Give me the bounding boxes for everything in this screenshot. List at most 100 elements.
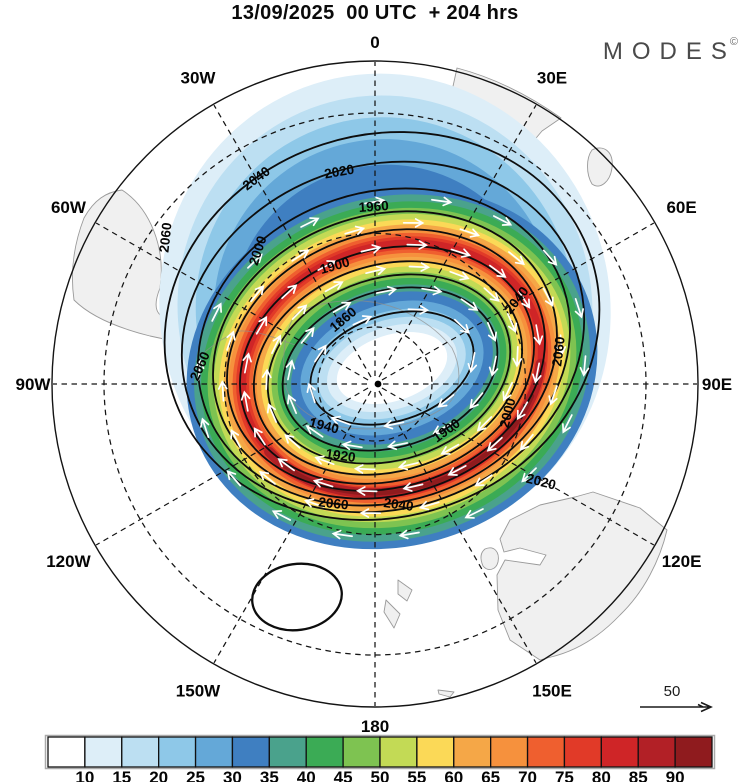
- wind-arrow: [211, 302, 222, 322]
- wind-arrow: [402, 482, 424, 492]
- shade-band: [336, 332, 448, 404]
- wind-arrow: [502, 381, 513, 402]
- wind-arrow: [314, 455, 335, 466]
- contour-label-2040: 2040: [383, 495, 415, 514]
- contour-label-2020: 2020: [525, 471, 558, 493]
- contour-closed-low: [251, 562, 343, 632]
- wind-arrow: [300, 326, 315, 344]
- colorbar: [47, 736, 713, 768]
- wind-arrow: [291, 249, 310, 262]
- wind-arrow: [331, 529, 353, 540]
- wind-arrow: [355, 486, 378, 496]
- height-contours: [163, 131, 601, 632]
- wind-arrows: [194, 196, 590, 540]
- wind-arrow: [375, 285, 398, 296]
- wind-arrow: [518, 290, 531, 309]
- map-boundary-circle: [51, 60, 699, 708]
- contour-label-2060: 2060: [318, 494, 349, 512]
- wind-arrow: [519, 433, 534, 451]
- colorbar-tick-65: 65: [481, 768, 500, 782]
- colorbar-tick-40: 40: [297, 768, 316, 782]
- wind-arrow: [352, 315, 373, 326]
- meridian-label-30E: 30E: [537, 68, 567, 87]
- wind-arrow: [300, 217, 320, 228]
- wind-arrow: [247, 253, 263, 269]
- colorbar-cell: [342, 736, 381, 768]
- wind-arrow: [450, 248, 472, 258]
- colorbar-cell: [600, 736, 639, 768]
- page-title: 13/09/2025 00 UTC + 204 hrs: [231, 2, 519, 24]
- wind-arrow: [291, 304, 308, 320]
- wind-arrow: [306, 382, 316, 404]
- wind-arrow: [330, 415, 351, 426]
- colorbar-cell: [268, 736, 307, 768]
- wind-arrow: [532, 362, 542, 384]
- wind-arrow: [488, 355, 499, 377]
- meridian-label-150E: 150E: [532, 682, 572, 701]
- land-madagascar: [587, 147, 613, 187]
- wind-arrow: [440, 443, 460, 455]
- colorbar-tick-70: 70: [518, 768, 537, 782]
- wind-arrow: [579, 355, 590, 377]
- colorbar-cell: [194, 736, 234, 768]
- colorbar-tick-55: 55: [407, 768, 426, 782]
- wind-arrow: [432, 422, 452, 435]
- modes-logo: MODES©: [603, 36, 738, 66]
- wind-arrow: [194, 359, 205, 381]
- colorbar-cell: [674, 736, 713, 768]
- colorbar-tick-80: 80: [592, 768, 611, 782]
- wind-arrow: [271, 334, 282, 355]
- wind-arrow: [285, 359, 296, 381]
- colorbar-tick-10: 10: [75, 768, 94, 782]
- meridian-line: [381, 387, 655, 546]
- wind-arrow: [271, 510, 292, 521]
- meridian-label-120W: 120W: [46, 552, 91, 571]
- wind-arrow: [383, 419, 405, 430]
- wind-arrow: [314, 344, 327, 363]
- brand-name: MODES: [602, 38, 736, 65]
- wind-reference-legend: 50: [640, 683, 713, 713]
- wind-arrow: [402, 218, 425, 228]
- contour-1900: [281, 286, 499, 452]
- wind-arrow: [304, 498, 325, 508]
- meridian-line: [378, 390, 537, 664]
- meridian-line: [381, 222, 655, 381]
- copyright-icon: ©: [729, 36, 738, 48]
- wind-arrow: [397, 460, 419, 471]
- colorbar-cell: [416, 736, 455, 768]
- meridian-label-0: 0: [370, 33, 379, 52]
- contour-label-2060: 2060: [549, 336, 568, 368]
- wind-arrow: [277, 458, 296, 472]
- colorbar-tick-20: 20: [149, 768, 168, 782]
- land-tasmania: [480, 547, 499, 570]
- colorbar-cell: [84, 736, 123, 768]
- wind-arrow: [240, 390, 251, 412]
- meridian-labels: 0 30E 60E 90E 120E 150E 180 150W 120W 90W 60W 30W: [16, 33, 733, 736]
- meridian-label-30W: 30W: [181, 68, 217, 87]
- wind-arrow: [512, 345, 523, 368]
- wind-arrow: [516, 401, 529, 421]
- wind-arrow: [486, 321, 497, 342]
- wind-arrow: [360, 244, 382, 254]
- wind-arrow: [255, 315, 268, 335]
- land-new-zealand-south: [383, 599, 401, 629]
- colorbar-cell: [47, 736, 86, 768]
- wind-arrow: [453, 318, 470, 334]
- colorbar-tick-35: 35: [260, 768, 279, 782]
- wind-arrow: [556, 334, 567, 356]
- colorbar-tick-25: 25: [186, 768, 205, 782]
- colorbar-tick-30: 30: [223, 768, 242, 782]
- meridian-label-90W: 90W: [16, 375, 52, 394]
- meridian-label-180: 180: [361, 717, 389, 736]
- wind-arrow: [521, 467, 537, 483]
- wind-arrow: [281, 284, 298, 300]
- wind-arrow: [359, 508, 382, 518]
- colorbar-tick-60: 60: [444, 768, 463, 782]
- colorbar-cell: [305, 736, 344, 768]
- wind-arrow: [386, 440, 409, 451]
- wind-arrow: [407, 305, 430, 315]
- colorbar-tick-90: 90: [666, 768, 685, 782]
- colorbar-cell: [526, 736, 566, 768]
- wind-arrow: [344, 225, 366, 236]
